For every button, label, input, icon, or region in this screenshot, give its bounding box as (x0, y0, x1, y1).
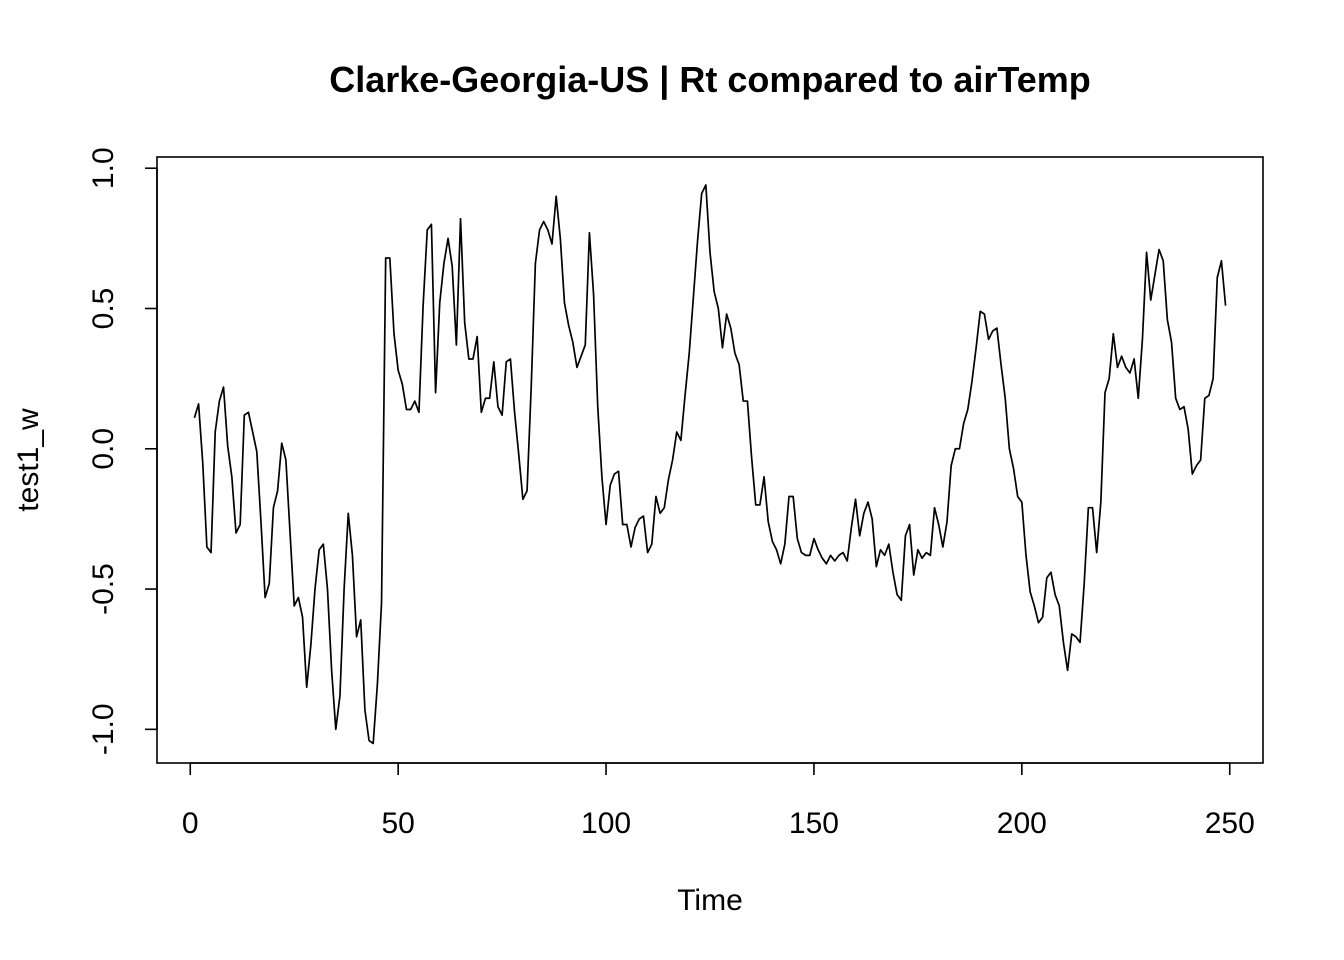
x-tick-label: 250 (1205, 807, 1255, 840)
x-tick-label: 100 (581, 807, 631, 840)
x-axis: 0 50 100 150 200 250 (182, 762, 1255, 840)
y-axis-label: test1_w (12, 408, 45, 512)
y-axis: -1.0 -0.5 0.0 0.5 1.0 (87, 147, 158, 755)
x-tick-label: 150 (789, 807, 839, 840)
y-tick-label: 1.0 (87, 147, 120, 189)
chart-title: Clarke-Georgia-US | Rt compared to airTe… (329, 59, 1091, 101)
y-tick-label: 0.5 (87, 288, 120, 330)
x-tick-label: 0 (182, 807, 199, 840)
y-tick-label: 0.0 (87, 428, 120, 470)
x-tick-label: 50 (381, 807, 414, 840)
series-line (193, 184, 1227, 745)
x-tick-label: 200 (997, 807, 1047, 840)
y-tick-label: -0.5 (87, 563, 120, 615)
x-axis-label: Time (677, 884, 743, 917)
y-tick-label: -1.0 (87, 703, 120, 755)
